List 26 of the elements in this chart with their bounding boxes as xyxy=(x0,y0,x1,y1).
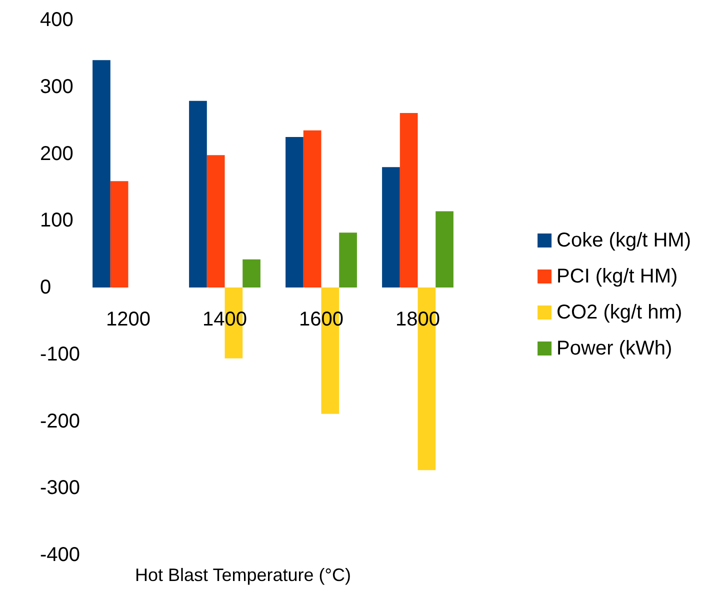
bar xyxy=(339,232,357,288)
x-axis-title: Hot Blast Temperature (°C) xyxy=(135,565,351,585)
legend-label: CO2 (kg/t hm) xyxy=(556,302,682,324)
bar xyxy=(242,259,260,288)
legend-label: Power (kWh) xyxy=(556,338,672,360)
bar xyxy=(92,60,110,288)
y-tick-label: 0 xyxy=(40,276,52,298)
y-tick-label: 100 xyxy=(40,210,74,232)
y-tick-label: 300 xyxy=(40,76,74,98)
y-tick-label: 400 xyxy=(40,9,74,31)
x-tick-label: 1200 xyxy=(106,308,150,330)
y-tick-label: -300 xyxy=(40,477,80,500)
y-tick-label: 200 xyxy=(40,142,74,165)
bar xyxy=(400,112,418,288)
y-tick-label: -400 xyxy=(40,544,80,566)
bar xyxy=(206,155,225,288)
y-tick-label: -200 xyxy=(40,410,80,432)
legend-label: PCI (kg/t HM) xyxy=(556,266,678,288)
bar xyxy=(382,167,400,288)
bar xyxy=(189,100,207,288)
y-tick-label: -100 xyxy=(40,343,80,366)
bar xyxy=(303,130,322,288)
bar xyxy=(110,181,128,288)
legend-label: Coke (kg/t HM) xyxy=(556,230,692,252)
bar xyxy=(286,137,304,288)
bar xyxy=(436,211,454,288)
